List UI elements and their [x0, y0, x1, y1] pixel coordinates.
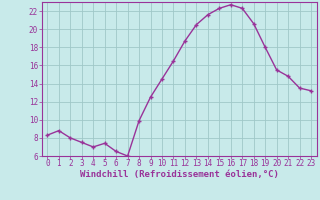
X-axis label: Windchill (Refroidissement éolien,°C): Windchill (Refroidissement éolien,°C): [80, 170, 279, 179]
